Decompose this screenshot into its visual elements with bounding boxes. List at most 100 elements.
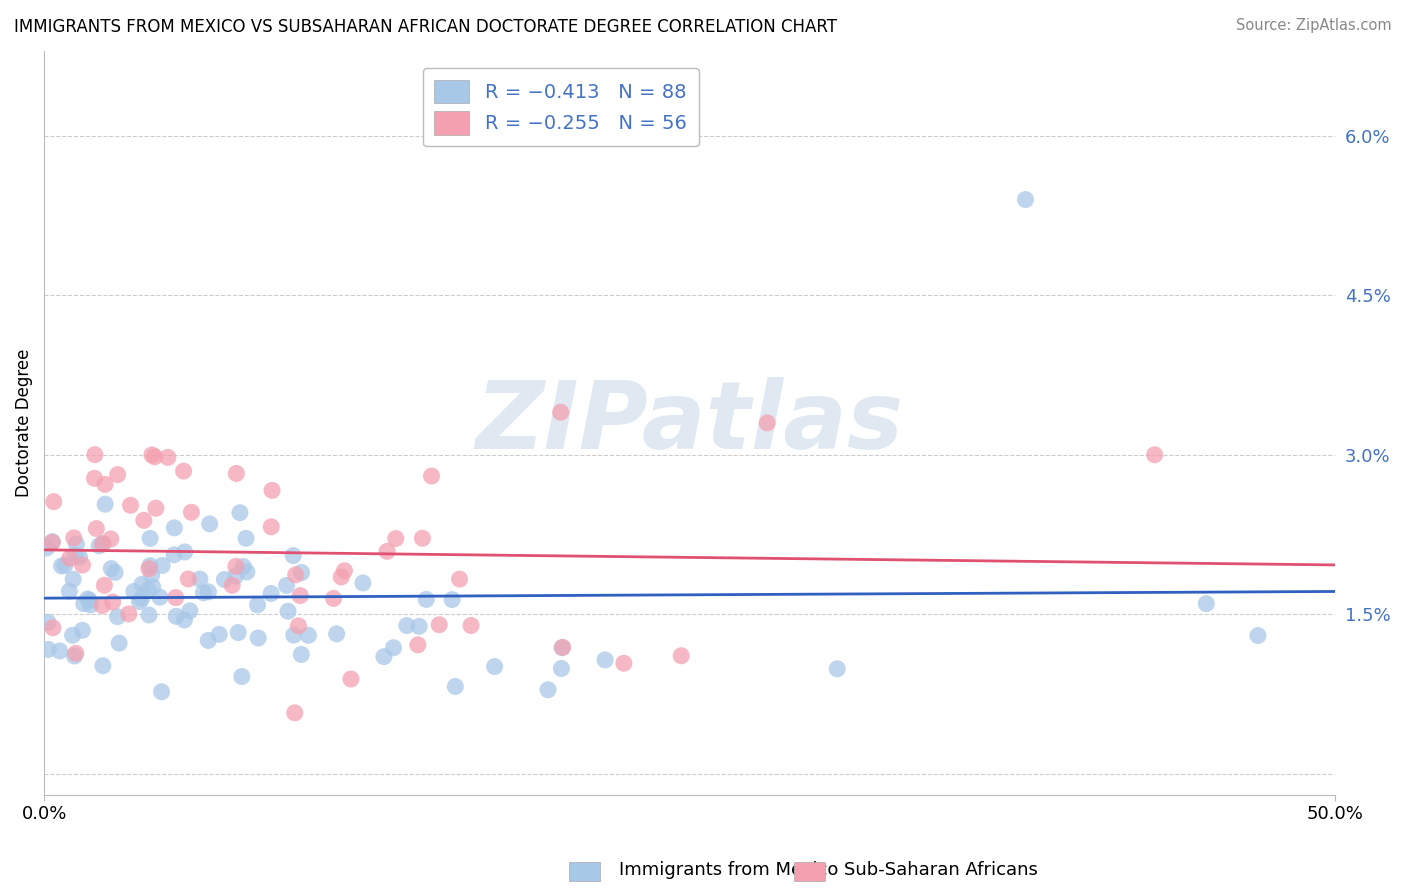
Point bbox=[48, 644, 70, 658]
Point bbox=[236, 565, 259, 579]
Point bbox=[340, 672, 363, 686]
Point bbox=[108, 636, 131, 650]
Point bbox=[69, 550, 91, 565]
Point bbox=[484, 659, 506, 673]
Point bbox=[375, 544, 398, 558]
Point bbox=[593, 653, 616, 667]
Point bbox=[83, 471, 105, 485]
Point bbox=[290, 648, 312, 662]
Point bbox=[101, 595, 124, 609]
Point bbox=[297, 628, 319, 642]
Point bbox=[132, 513, 155, 527]
Point bbox=[406, 638, 429, 652]
Point bbox=[235, 532, 257, 546]
Point bbox=[150, 685, 173, 699]
Point bbox=[93, 578, 115, 592]
Point bbox=[382, 640, 405, 655]
Point bbox=[58, 584, 80, 599]
Point bbox=[73, 597, 96, 611]
Point bbox=[65, 537, 87, 551]
Point bbox=[63, 531, 86, 545]
Point bbox=[246, 598, 269, 612]
Point bbox=[128, 594, 150, 608]
Point bbox=[139, 558, 162, 573]
Point bbox=[37, 615, 59, 630]
Point bbox=[173, 545, 195, 559]
Point bbox=[94, 497, 117, 511]
Point bbox=[91, 658, 114, 673]
Point bbox=[427, 617, 450, 632]
Point bbox=[87, 539, 110, 553]
Point bbox=[165, 609, 187, 624]
Point bbox=[107, 609, 129, 624]
Point bbox=[41, 535, 63, 549]
Point bbox=[1143, 448, 1166, 462]
Point bbox=[122, 584, 145, 599]
Point bbox=[197, 633, 219, 648]
Point bbox=[59, 551, 82, 566]
Point bbox=[177, 572, 200, 586]
Point bbox=[141, 568, 163, 582]
Point bbox=[173, 613, 195, 627]
Point bbox=[408, 619, 430, 633]
Point bbox=[141, 448, 163, 462]
Point bbox=[79, 598, 101, 612]
Point bbox=[322, 591, 344, 606]
Point bbox=[225, 569, 247, 583]
Point bbox=[77, 593, 100, 607]
Y-axis label: Doctorate Degree: Doctorate Degree bbox=[15, 349, 32, 497]
Point bbox=[104, 566, 127, 580]
Point bbox=[94, 477, 117, 491]
Point bbox=[35, 541, 58, 555]
Text: Source: ZipAtlas.com: Source: ZipAtlas.com bbox=[1236, 18, 1392, 33]
Point bbox=[179, 604, 201, 618]
Point bbox=[91, 537, 114, 551]
Text: Sub-Saharan Africans: Sub-Saharan Africans bbox=[844, 861, 1038, 879]
Point bbox=[197, 584, 219, 599]
Point bbox=[825, 662, 848, 676]
Point bbox=[86, 522, 108, 536]
Point bbox=[551, 640, 574, 655]
Point bbox=[260, 520, 283, 534]
Point bbox=[411, 531, 433, 545]
Point bbox=[214, 573, 236, 587]
Point bbox=[165, 591, 187, 605]
Point bbox=[395, 618, 418, 632]
Text: ZIPatlas: ZIPatlas bbox=[475, 377, 904, 469]
Legend: R = −0.413   N = 88, R = −0.255   N = 56: R = −0.413 N = 88, R = −0.255 N = 56 bbox=[423, 68, 699, 146]
Text: Immigrants from Mexico: Immigrants from Mexico bbox=[619, 861, 838, 879]
Point bbox=[143, 450, 166, 464]
Point bbox=[208, 627, 231, 641]
Point bbox=[276, 578, 298, 592]
Point bbox=[83, 448, 105, 462]
Point bbox=[51, 558, 73, 573]
Point bbox=[142, 580, 165, 594]
Point bbox=[225, 467, 247, 481]
Point bbox=[62, 628, 84, 642]
Point bbox=[260, 586, 283, 600]
Point bbox=[330, 570, 353, 584]
Point bbox=[149, 591, 172, 605]
Point bbox=[118, 607, 141, 621]
Point bbox=[225, 559, 247, 574]
Point bbox=[221, 578, 243, 592]
Point bbox=[100, 532, 122, 546]
Point bbox=[231, 669, 253, 683]
Point bbox=[352, 576, 374, 591]
Point bbox=[756, 416, 779, 430]
Point bbox=[260, 483, 283, 498]
Point bbox=[180, 505, 202, 519]
Point bbox=[91, 599, 114, 613]
Point bbox=[150, 558, 173, 573]
Point bbox=[91, 536, 114, 550]
Point bbox=[65, 548, 87, 562]
Point bbox=[131, 577, 153, 591]
Point bbox=[107, 467, 129, 482]
Point bbox=[669, 648, 692, 663]
Point bbox=[384, 532, 406, 546]
Point bbox=[449, 572, 471, 586]
Point bbox=[551, 640, 574, 655]
Point bbox=[145, 501, 167, 516]
Point bbox=[62, 572, 84, 586]
Point bbox=[100, 561, 122, 575]
